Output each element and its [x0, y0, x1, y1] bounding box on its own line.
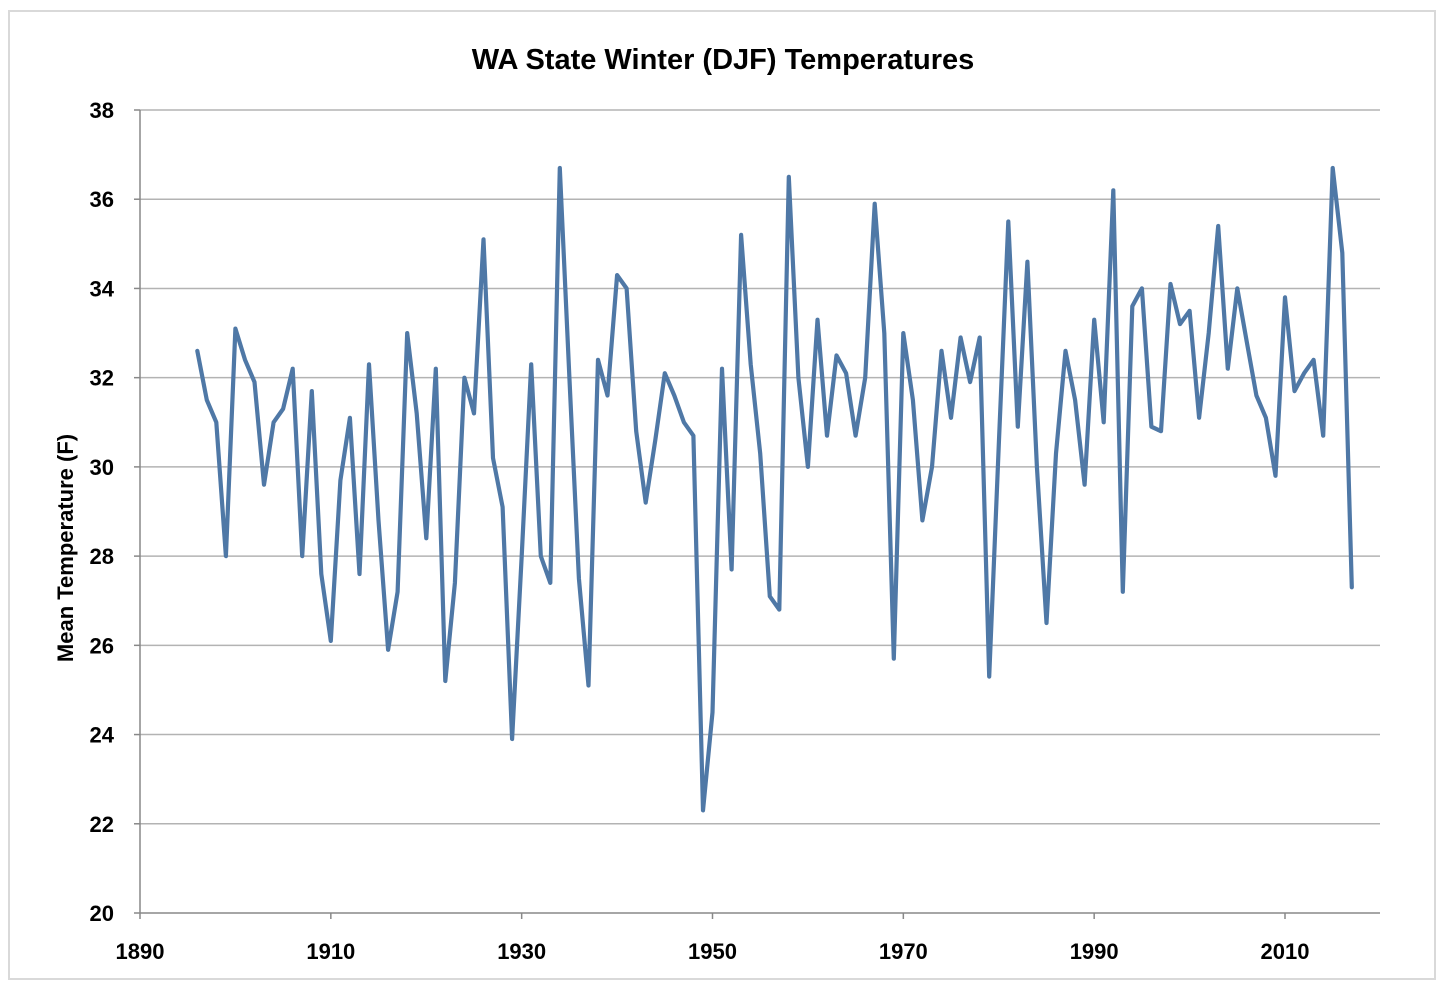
x-tick-label: 1950	[688, 939, 737, 964]
y-axis-label: Mean Temperature (F)	[53, 434, 78, 662]
chart-title: WA State Winter (DJF) Temperatures	[472, 44, 975, 76]
x-tick-label: 1910	[306, 939, 355, 964]
y-tick-label: 32	[90, 366, 114, 391]
x-tick-label: 1970	[879, 939, 928, 964]
x-tick-label: 1990	[1070, 939, 1119, 964]
x-tick-label: 1890	[116, 939, 165, 964]
y-tick-label: 24	[90, 723, 115, 748]
chart-frame	[8, 10, 1436, 980]
y-tick-label: 28	[90, 544, 114, 569]
y-tick-label: 36	[90, 187, 114, 212]
x-tick-label: 1930	[497, 939, 546, 964]
y-tick-label: 26	[90, 633, 114, 658]
series-line	[195, 165, 1354, 813]
y-tick-label: 22	[90, 812, 114, 837]
x-tick-label: 2010	[1261, 939, 1310, 964]
y-tick-label: 20	[90, 901, 114, 926]
y-tick-label: 30	[90, 455, 114, 480]
y-tick-label: 34	[90, 276, 115, 301]
y-tick-label: 38	[90, 98, 114, 123]
